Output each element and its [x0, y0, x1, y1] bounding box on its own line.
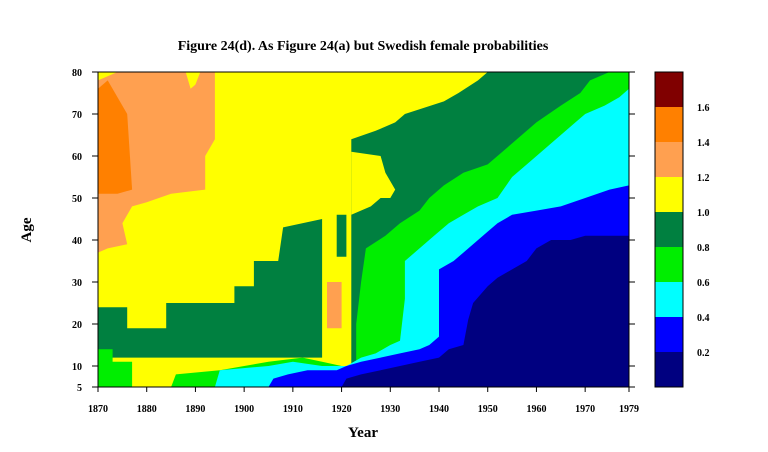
y-tick-label: 80 — [72, 68, 82, 79]
heatmap-area — [98, 72, 629, 387]
x-tick-label: 1960 — [526, 404, 546, 415]
colorbar-bin — [655, 212, 683, 247]
x-tick-label: 1880 — [137, 404, 157, 415]
colorbar-tick-label: 1.6 — [697, 103, 710, 114]
plot-frame — [97, 71, 630, 388]
colorbar: 0.2 0.4 0.6 0.8 1.0 1.2 1.4 1.6 — [654, 71, 710, 388]
colorbar-bin — [655, 142, 683, 177]
x-tick-label: 1900 — [234, 404, 254, 415]
heat-region-0.0-0.2 — [341, 235, 629, 387]
y-axis: 5 10 20 30 40 50 60 70 80 — [72, 68, 635, 394]
colorbar-tick-label: 1.4 — [697, 138, 710, 149]
colorbar-tick-label: 0.2 — [697, 348, 710, 359]
colorbar-tick-label: 0.8 — [697, 243, 710, 254]
x-tick-label: 1870 — [88, 404, 108, 415]
heat-region-0.8-1.0 — [336, 214, 347, 257]
colorbar-bin — [655, 107, 683, 142]
heat-region-1.0-1.2 — [351, 151, 396, 215]
heat-region-1.2-1.4 — [327, 282, 342, 329]
colorbar-bin — [655, 177, 683, 212]
x-tick-label: 1979 — [619, 404, 639, 415]
colorbar-bin — [655, 317, 683, 352]
x-axis-label: Year — [348, 425, 378, 441]
colorbar-bin — [655, 352, 683, 387]
colorbar-tick-label: 0.6 — [697, 278, 710, 289]
colorbar-frame — [654, 71, 684, 388]
y-tick-label: 50 — [72, 194, 82, 205]
x-tick-label: 1890 — [185, 404, 205, 415]
x-axis: 1870 1880 1890 1900 1910 1920 1930 1940 1950 1960… — [88, 387, 639, 415]
colorbar-tick-label: 1.2 — [697, 173, 710, 184]
heat-region-0.6-0.8 — [98, 349, 133, 387]
x-tick-label: 1950 — [478, 404, 498, 415]
chart-title: Figure 24(d). As Figure 24(a) but Swedis… — [178, 39, 549, 54]
y-tick-label: 70 — [72, 110, 82, 121]
colorbar-bin — [655, 247, 683, 282]
y-tick-label: 40 — [72, 236, 82, 247]
heat-region-1.4-1.6 — [98, 80, 133, 194]
x-tick-label: 1940 — [429, 404, 449, 415]
x-tick-label: 1920 — [332, 404, 352, 415]
y-tick-label: 60 — [72, 152, 82, 163]
x-tick-label: 1970 — [575, 404, 595, 415]
y-tick-label: 20 — [72, 320, 82, 331]
y-tick-label: 5 — [77, 383, 82, 394]
x-tick-label: 1910 — [283, 404, 303, 415]
y-tick-label: 10 — [72, 362, 82, 373]
heat-region-0.8-1.0 — [98, 219, 323, 358]
colorbar-tick-label: 0.4 — [697, 313, 710, 324]
y-tick-label: 30 — [72, 278, 82, 289]
y-axis-label: Age — [19, 217, 35, 242]
x-tick-label: 1930 — [380, 404, 400, 415]
colorbar-bin — [655, 72, 683, 107]
colorbar-tick-label: 1.0 — [697, 208, 710, 219]
colorbar-bin — [655, 282, 683, 317]
